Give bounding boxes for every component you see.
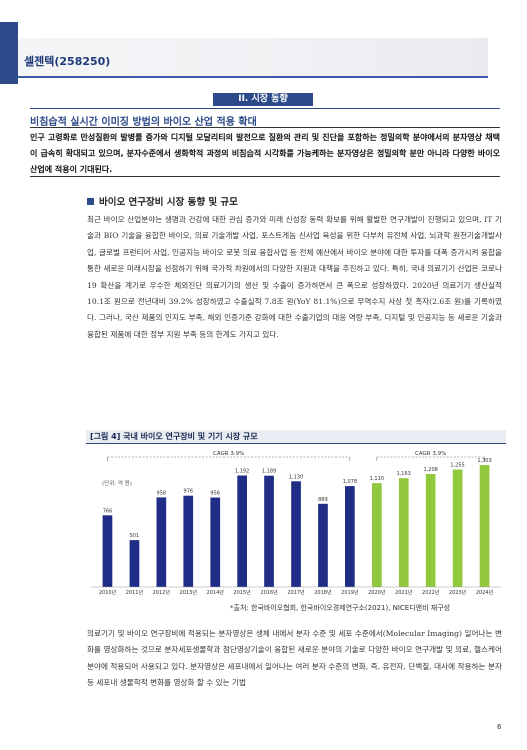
bar-2021년: [398, 478, 409, 587]
bar-2017년: [291, 481, 301, 587]
category-label: 2016년: [260, 589, 278, 596]
bar-chart: (단위: 억 원) CAGR 3.9% CAGR 3.9% 766 2010년 501…: [86, 446, 506, 596]
category-label: 2020년: [368, 589, 386, 596]
header-bar: [18, 38, 488, 76]
top-band: [0, 0, 527, 22]
category-label: 2018년: [314, 589, 332, 596]
bar-2018년: [318, 503, 328, 587]
bar-2010년: [102, 515, 113, 587]
data-label: 1,255: [450, 463, 464, 469]
summary-box: 인구 고령화로 만성질환의 발병률 증가와 디지털 모달리티의 발전으로 질환의…: [30, 127, 500, 177]
section-rule: [30, 108, 500, 109]
bar-2020년: [372, 483, 382, 587]
page-number: 6: [497, 723, 502, 731]
data-label: 1,110: [370, 476, 384, 482]
data-label: 1,208: [424, 467, 438, 473]
bar-2011년: [129, 540, 140, 587]
bar-2023년: [452, 469, 463, 587]
subsection-heading: 바이오 연구장비 시장 동향 및 규모: [87, 194, 238, 208]
category-label: 2013년: [180, 589, 198, 596]
category-label: 2022년: [422, 589, 440, 596]
category-label: 2023년: [449, 589, 467, 596]
company-name: 셀젠텍(258250): [24, 55, 111, 68]
category-label: 2011년: [126, 589, 144, 596]
data-label: 766: [103, 508, 113, 514]
body-paragraph-2: 의료기기 및 바이오 연구장비에 적용되는 분자영상은 생체 내에서 분자 수준…: [87, 629, 502, 688]
header-rule: [18, 76, 488, 78]
bar-2024년: [479, 465, 490, 587]
category-label: 2010년: [99, 589, 117, 596]
bars-group: 766 2010년 501 2011년 958 2012년 976 2013년 956 2014년…: [99, 458, 494, 596]
data-label: 1,130: [289, 474, 303, 480]
data-label: 958: [157, 490, 167, 496]
chart-svg: (단위: 억 원) CAGR 3.9% CAGR 3.9% 766 2010년 501…: [91, 451, 501, 596]
square-bullet-icon: [87, 198, 94, 205]
cagr-label: CAGR 3.9%: [415, 451, 446, 457]
bar-2019년: [345, 486, 355, 587]
data-label: 1,192: [235, 469, 249, 475]
unit-label: (단위: 억 원): [102, 479, 132, 487]
category-label: 2012년: [153, 589, 171, 596]
figure-source: *출처: 한국바이오협회, 한국바이오경제연구소(2021), NICE디앤비 …: [230, 604, 451, 612]
cagr-label: CAGR 3.9%: [213, 451, 244, 457]
bar-2022년: [425, 474, 436, 587]
category-label: 2021년: [395, 589, 413, 596]
bar-2015년: [237, 475, 247, 587]
data-label: 1,163: [397, 471, 411, 477]
subsection-title: 바이오 연구장비 시장 동향 및 규모: [99, 197, 238, 208]
category-label: 2019년: [341, 589, 359, 596]
category-label: 2017년: [287, 589, 305, 596]
body-paragraph-1: 최근 바이오 산업분야는 생명과 건강에 대한 관심 증가와 미래 신성장 동력…: [87, 215, 502, 339]
data-label: 976: [184, 489, 194, 495]
data-label: 501: [130, 533, 140, 539]
bar-2013년: [183, 495, 194, 587]
data-label: 956: [210, 491, 220, 497]
data-label: 1,303: [477, 458, 491, 464]
bar-2014년: [210, 497, 221, 587]
bar-2012년: [156, 497, 167, 587]
data-label: 889: [318, 497, 328, 503]
category-label: 2015년: [233, 589, 251, 596]
page-title: 비침습적 실시간 이미징 방법의 바이오 산업 적용 확대: [30, 117, 257, 128]
summary-text: 인구 고령화로 만성질환의 발병률 증가와 디지털 모달리티의 발전으로 질환의…: [30, 133, 500, 174]
data-label: 1,189: [262, 469, 276, 475]
section-header: II. 시장 동향: [213, 93, 313, 106]
cagr-annotations: CAGR 3.9% CAGR 3.9%: [107, 451, 485, 461]
category-label: 2024년: [476, 589, 494, 596]
data-label: 1,078: [343, 479, 357, 485]
figure-title: [그림 4] 국내 바이오 연구장비 및 기기 시장 규모: [86, 430, 506, 444]
bar-2016년: [264, 475, 274, 587]
header-accent-tab: [0, 22, 18, 84]
category-label: 2014년: [207, 589, 225, 596]
